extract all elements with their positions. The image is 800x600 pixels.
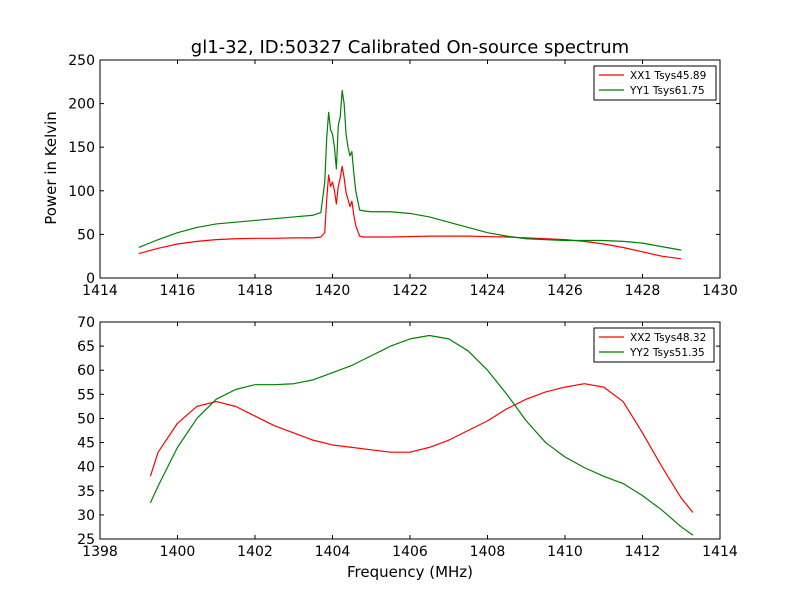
x-tick-label: 1414	[82, 283, 118, 299]
y-tick-label: 70	[77, 315, 95, 331]
y-tick-label: 65	[77, 339, 95, 355]
x-tick-label: 1430	[702, 283, 738, 299]
x-tick-label: 1398	[82, 544, 118, 560]
y-tick-label: 35	[77, 484, 95, 500]
bottom-spectrum-plot: 1398 1400 1402 1404 1406 1408 1410 1412 1414 25 30…	[77, 315, 738, 560]
legend-box	[593, 65, 717, 101]
x-tick-label: 1412	[625, 544, 661, 560]
y-tick-label: 45	[77, 436, 95, 452]
legend-box	[593, 327, 715, 363]
y-tick-label: 150	[68, 140, 95, 156]
legend-label: YY1 Tsys61.75	[629, 85, 705, 97]
y-tick-label: 60	[77, 363, 95, 379]
y-tick-label: 200	[68, 97, 95, 113]
x-tick-label: 1424	[470, 283, 506, 299]
y-tick-label: 100	[68, 184, 95, 200]
x-tick-label: 1416	[160, 283, 196, 299]
legend-label: YY2 Tsys51.35	[629, 347, 705, 359]
y-tick-label: 50	[77, 411, 95, 427]
x-tick-label: 1428	[625, 283, 661, 299]
x-tick-label: 1408	[470, 544, 506, 560]
x-tick-label: 1422	[392, 283, 428, 299]
top-spectrum-plot: 1414 1416 1418 1420 1422 1424 1426 1428 1430 0 50 1…	[68, 53, 738, 299]
x-tick-label: 1404	[315, 544, 351, 560]
x-tick-label: 1400	[160, 544, 196, 560]
y-tick-label: 55	[77, 387, 95, 403]
series-line-yy	[138, 89, 682, 251]
legend-label: XX1 Tsys45.89	[630, 70, 706, 82]
y-tick-label: 25	[77, 532, 95, 548]
y-tick-label: 250	[68, 53, 95, 69]
top-y-axis-label: Power in Kelvin	[42, 111, 60, 225]
x-tick-label: 1420	[315, 283, 351, 299]
x-tick-label: 1410	[547, 544, 583, 560]
x-tick-label: 1406	[392, 544, 428, 560]
series-line-yy	[149, 334, 694, 536]
figure-title: gl1-32, ID:50327 Calibrated On-source sp…	[191, 37, 629, 58]
y-tick-label: 0	[86, 271, 95, 287]
y-tick-label: 30	[77, 508, 95, 524]
series-line-xx	[138, 165, 682, 260]
x-tick-label: 1402	[237, 544, 273, 560]
bottom-x-axis-label: Frequency (MHz)	[347, 563, 473, 581]
series-line-xx	[149, 383, 694, 513]
x-tick-label: 1418	[237, 283, 273, 299]
y-tick-label: 50	[77, 227, 95, 243]
y-tick-label: 40	[77, 460, 95, 476]
x-tick-label: 1414	[702, 544, 738, 560]
x-tick-label: 1426	[547, 283, 583, 299]
legend-label: XX2 Tsys48.32	[630, 332, 706, 344]
